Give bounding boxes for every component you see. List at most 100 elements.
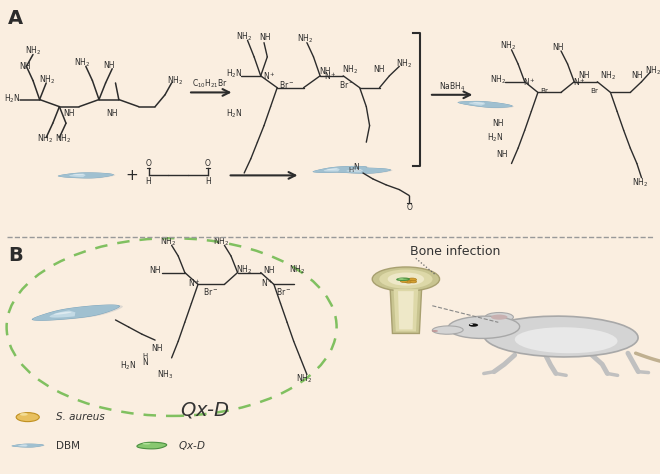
Text: O: O [146, 159, 151, 168]
Ellipse shape [484, 316, 638, 357]
Polygon shape [32, 305, 119, 320]
Text: NH: NH [319, 67, 331, 75]
Ellipse shape [491, 315, 508, 320]
Text: C$_{10}$H$_{21}$Br: C$_{10}$H$_{21}$Br [192, 78, 228, 91]
Ellipse shape [408, 278, 416, 281]
Text: H: H [143, 353, 148, 358]
Text: NaBH$_4$: NaBH$_4$ [439, 80, 465, 93]
Polygon shape [335, 168, 391, 173]
Text: Br: Br [590, 88, 598, 93]
Text: N$^+$: N$^+$ [323, 70, 337, 82]
Ellipse shape [20, 413, 28, 416]
Ellipse shape [515, 327, 618, 353]
Text: Q$x$-D: Q$x$-D [180, 400, 230, 420]
Polygon shape [12, 444, 44, 447]
Polygon shape [323, 168, 340, 172]
Text: B: B [8, 246, 22, 265]
Ellipse shape [410, 281, 416, 283]
Text: NH$_2$: NH$_2$ [55, 132, 71, 145]
Text: +: + [125, 168, 139, 183]
Polygon shape [58, 173, 114, 178]
Text: NH$_2$: NH$_2$ [25, 45, 41, 57]
Text: NH$_2$: NH$_2$ [490, 73, 506, 86]
Polygon shape [473, 102, 484, 104]
Text: NH: NH [63, 109, 75, 118]
Text: NH: NH [496, 150, 508, 158]
Ellipse shape [372, 267, 440, 291]
Polygon shape [397, 278, 409, 281]
Ellipse shape [387, 273, 424, 286]
Polygon shape [335, 168, 391, 173]
Text: N$^+$: N$^+$ [188, 277, 201, 289]
Text: NH: NH [19, 62, 31, 71]
Text: Br$^-$: Br$^-$ [339, 79, 354, 90]
Text: H$_2$N: H$_2$N [487, 131, 503, 144]
Polygon shape [18, 445, 28, 447]
Polygon shape [315, 166, 369, 173]
Text: N$^+$: N$^+$ [261, 277, 274, 289]
Text: NH$_2$: NH$_2$ [645, 65, 660, 77]
Polygon shape [11, 444, 44, 447]
Text: O: O [205, 159, 211, 168]
Polygon shape [398, 278, 404, 279]
Polygon shape [327, 169, 337, 170]
Text: NH: NH [263, 266, 275, 274]
Ellipse shape [448, 316, 519, 338]
Text: NH: NH [259, 34, 271, 42]
Polygon shape [32, 305, 120, 321]
Text: NH: NH [149, 266, 161, 274]
Ellipse shape [401, 278, 412, 282]
Text: NH: NH [374, 65, 385, 74]
Text: NH: NH [552, 43, 564, 52]
Polygon shape [346, 169, 363, 173]
Ellipse shape [401, 280, 408, 283]
Text: NH$_3$: NH$_3$ [157, 368, 173, 381]
Text: NH$_2$: NH$_2$ [160, 236, 176, 248]
Polygon shape [58, 173, 114, 178]
Text: N$^+$: N$^+$ [263, 70, 276, 82]
Text: A: A [8, 9, 23, 28]
Text: Bone infection: Bone infection [411, 245, 500, 258]
Text: NH$_2$: NH$_2$ [632, 176, 648, 189]
Text: NH$_2$: NH$_2$ [296, 373, 312, 385]
Text: N: N [354, 163, 359, 172]
Text: NH$_2$: NH$_2$ [167, 74, 183, 87]
Polygon shape [313, 166, 367, 173]
Text: Br$^-$: Br$^-$ [203, 286, 219, 297]
Text: NH: NH [103, 61, 115, 70]
Text: NH: NH [151, 344, 163, 353]
Polygon shape [53, 312, 71, 315]
Text: Br: Br [541, 88, 548, 93]
Text: NH$_2$: NH$_2$ [213, 236, 229, 248]
Text: NH$_2$: NH$_2$ [342, 64, 358, 76]
Text: NH$_2$: NH$_2$ [75, 56, 90, 69]
Text: S. aureus: S. aureus [56, 412, 105, 422]
Polygon shape [390, 289, 422, 334]
Polygon shape [398, 291, 414, 329]
Text: H: H [205, 177, 211, 186]
Text: NH$_2$: NH$_2$ [289, 264, 305, 276]
Text: NH$_2$: NH$_2$ [236, 30, 252, 43]
Text: NH$_2$: NH$_2$ [40, 73, 55, 86]
Polygon shape [60, 173, 116, 179]
Ellipse shape [405, 280, 412, 283]
Text: H: H [348, 167, 354, 173]
Polygon shape [313, 166, 366, 173]
Text: H$_2$N: H$_2$N [4, 92, 20, 105]
Polygon shape [36, 305, 123, 321]
Ellipse shape [16, 412, 40, 422]
Ellipse shape [432, 330, 438, 332]
Polygon shape [50, 310, 75, 318]
Text: NH: NH [578, 72, 590, 80]
Polygon shape [460, 101, 514, 108]
Text: DBM: DBM [56, 440, 80, 451]
Text: H: H [146, 177, 151, 186]
Ellipse shape [379, 270, 432, 289]
Polygon shape [137, 442, 167, 449]
Polygon shape [337, 168, 393, 174]
Text: H$_2$N: H$_2$N [121, 360, 137, 373]
Text: Br$^-$: Br$^-$ [279, 79, 295, 90]
Text: NH$_2$: NH$_2$ [500, 40, 516, 53]
Polygon shape [458, 101, 512, 108]
Text: N: N [143, 358, 148, 367]
